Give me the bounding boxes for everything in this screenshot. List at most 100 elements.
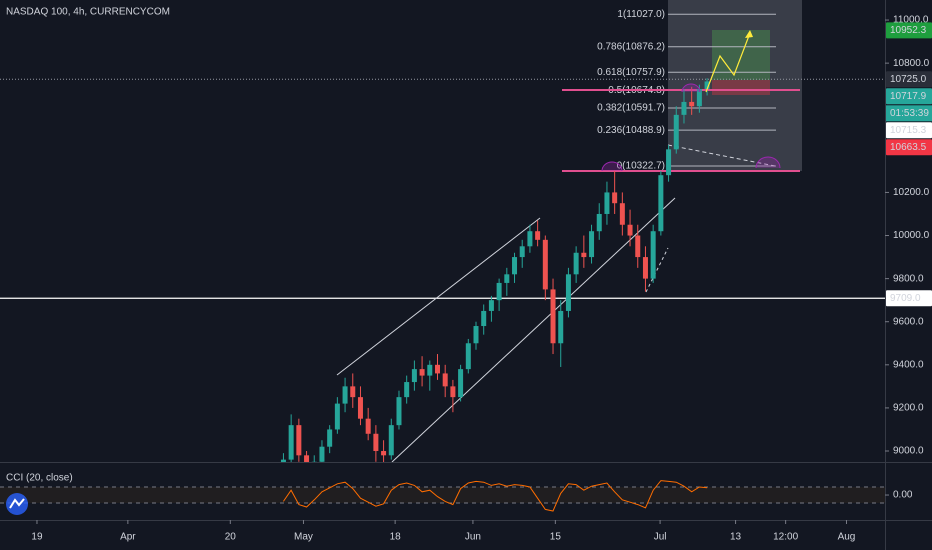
- candle-body: [396, 397, 402, 426]
- y-tick-label: 9200.0: [893, 403, 924, 414]
- fib-label: 0.236(10488.9): [597, 125, 665, 136]
- cci-band: [0, 487, 885, 504]
- candle-body: [596, 213, 602, 232]
- candle-body: [512, 257, 518, 275]
- price-marker: [886, 139, 932, 156]
- countdown-box: [886, 105, 932, 122]
- price-marker-label: 10725.0: [890, 74, 927, 85]
- candle-body: [627, 224, 633, 236]
- candle-body: [442, 373, 448, 387]
- price-marker-label: 10952.3: [890, 25, 927, 36]
- candle-body: [619, 203, 625, 225]
- arc: [681, 83, 701, 93]
- candle-body: [350, 386, 356, 398]
- price-marker: [886, 122, 932, 139]
- price-marker-label: 9709.0: [890, 293, 921, 304]
- trend-dash: [645, 247, 669, 293]
- candle-body: [381, 451, 387, 456]
- candle-body: [612, 192, 618, 204]
- price-marker: [886, 71, 932, 88]
- countdown-label: 01:53:39: [890, 108, 929, 119]
- candle-body: [673, 114, 679, 150]
- arrow-head: [745, 30, 753, 38]
- logo-mark: [9, 498, 25, 509]
- stop-zone: [712, 80, 770, 95]
- candle-body: [519, 246, 525, 258]
- candle-body: [573, 252, 579, 275]
- candle-body: [642, 257, 648, 279]
- fib-label: 0.786(10876.2): [597, 41, 665, 52]
- candle-body: [404, 382, 410, 398]
- candle-body: [589, 231, 595, 258]
- candle-body: [296, 425, 302, 456]
- x-tick-label: May: [294, 532, 313, 543]
- candle-body: [319, 446, 325, 462]
- candle-body: [388, 425, 394, 456]
- cci-tick-label: 0.00: [893, 490, 913, 501]
- candle-body: [334, 403, 340, 430]
- candle-body: [496, 282, 502, 301]
- x-tick-label: 19: [31, 532, 43, 543]
- candle-body: [280, 459, 286, 462]
- candle-body: [419, 369, 425, 376]
- y-tick-label: 9600.0: [893, 316, 924, 327]
- cci-label: CCI (20, close): [6, 473, 73, 484]
- x-tick-label: Apr: [120, 532, 136, 543]
- candle-body: [704, 81, 710, 89]
- candle-body: [411, 369, 417, 383]
- candle-body: [465, 343, 471, 370]
- candle-body: [658, 175, 664, 232]
- candle-body: [327, 429, 333, 447]
- cci-pane: [0, 480, 885, 512]
- arc: [755, 156, 781, 169]
- candle-body: [473, 326, 479, 344]
- price-marker-label: 10717.9: [890, 91, 927, 102]
- candle-body: [288, 425, 294, 460]
- candle-body: [527, 231, 533, 247]
- candle-body: [481, 310, 487, 327]
- candle-body: [635, 235, 641, 258]
- channel-lower: [391, 197, 676, 463]
- price-marker-label: 10715.3: [890, 125, 927, 136]
- candle-body: [581, 252, 587, 258]
- candle-body: [373, 433, 379, 452]
- candle-body: [304, 455, 310, 462]
- candle-body: [427, 364, 433, 376]
- y-tick-label: 10000.0: [893, 230, 930, 241]
- x-tick-label: Jun: [465, 532, 481, 543]
- candle-body: [666, 149, 672, 176]
- candles: [280, 78, 710, 462]
- candle-body: [342, 386, 348, 404]
- y-tick-label: 10800.0: [893, 58, 930, 69]
- price-marker: [886, 290, 932, 307]
- axes: 9000.0 9200.0 9400.0 9600.0 9800.0 10000.0 102…: [31, 15, 932, 543]
- fib-label: 0.618(10757.9): [597, 67, 665, 78]
- x-tick-label: 13: [730, 532, 742, 543]
- candle-body: [650, 231, 656, 279]
- candle-body: [558, 310, 564, 344]
- fib-box: [668, 0, 802, 171]
- arc: [601, 161, 623, 172]
- y-tick-label: 9000.0: [893, 446, 924, 457]
- x-tick-label: 12:00: [773, 532, 798, 543]
- y-tick-label: 11000.0: [893, 15, 929, 26]
- candle-body: [488, 300, 494, 311]
- price-marker: [886, 22, 932, 39]
- fib-label: 0.382(10591.7): [597, 103, 665, 114]
- candle-body: [311, 461, 317, 462]
- y-tick-label: 10200.0: [893, 187, 930, 198]
- candle-body: [542, 239, 548, 290]
- candle-body: [696, 88, 702, 107]
- candle-body: [565, 274, 571, 311]
- x-tick-label: Aug: [838, 532, 856, 543]
- y-tick-label: 9800.0: [893, 273, 924, 284]
- candle-body: [357, 397, 363, 419]
- y-tick-label: 9400.0: [893, 359, 924, 370]
- channel-upper: [336, 217, 541, 376]
- candle-body: [689, 101, 695, 107]
- projection-arrow: [705, 32, 751, 93]
- candle-body: [365, 418, 371, 434]
- candle-body: [550, 289, 556, 344]
